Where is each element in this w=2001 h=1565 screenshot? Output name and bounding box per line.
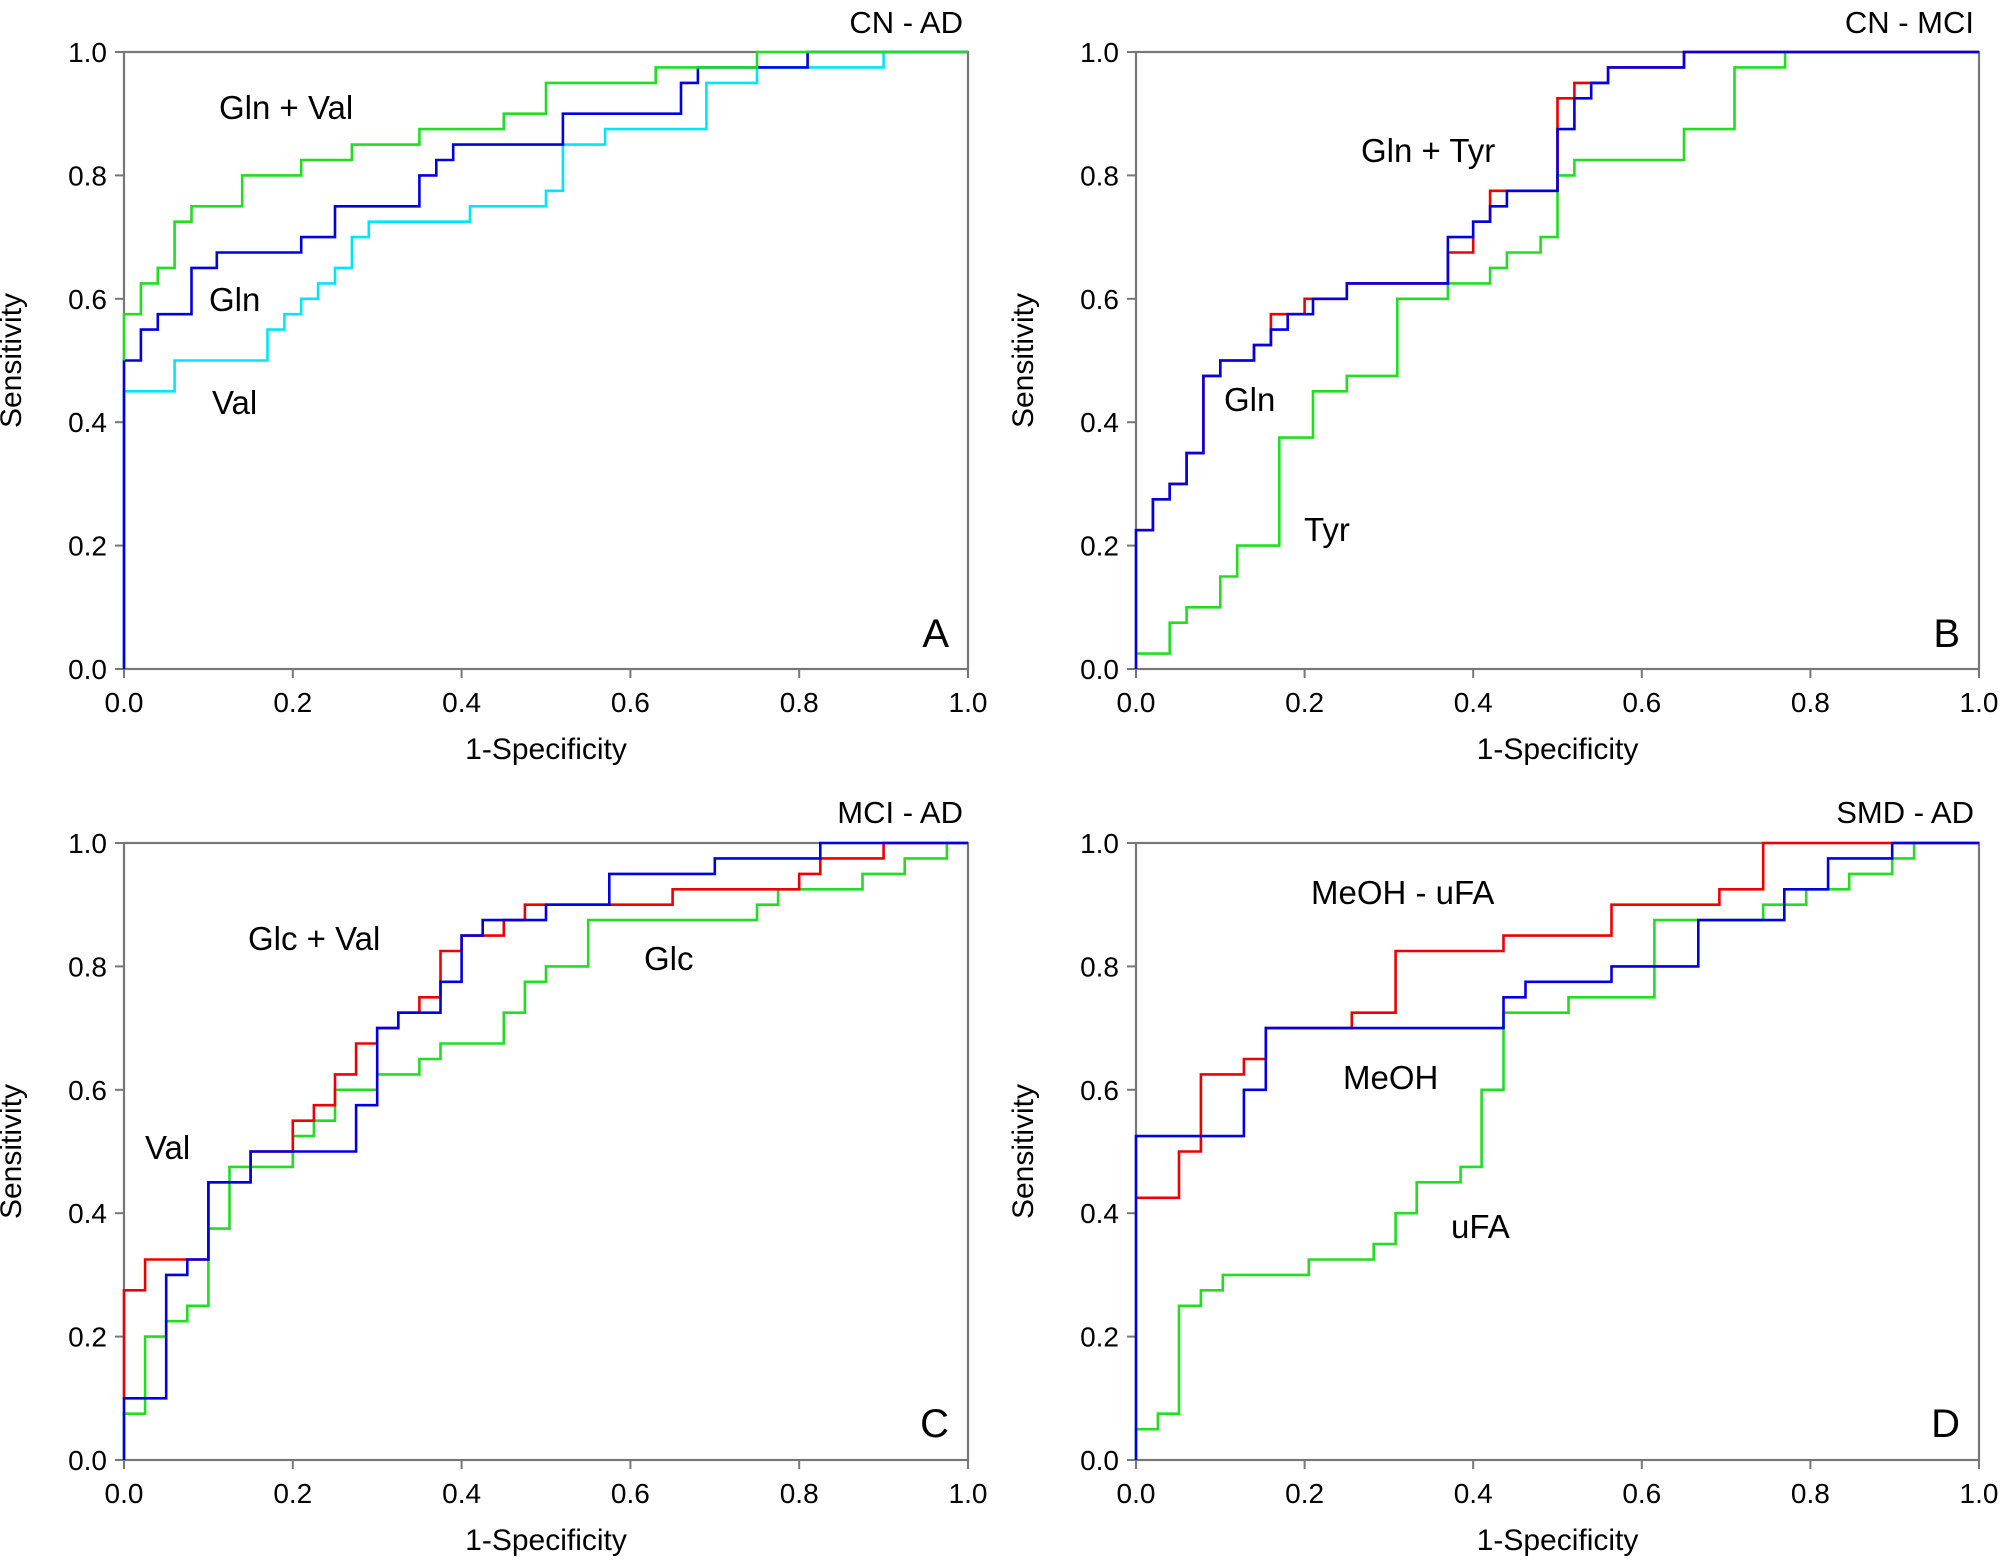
series-label: Gln [1224, 381, 1275, 418]
x-tick-label: 1.0 [1960, 687, 1999, 718]
panel-title: MCI - AD [837, 795, 963, 830]
plot-frame [1134, 50, 1981, 671]
roc-curve-gln [1134, 50, 1979, 669]
y-tick-label: 0.0 [1080, 654, 1119, 685]
roc-curve-meoh-ufa [1136, 841, 1979, 1200]
panel-title: CN - MCI [1845, 5, 1974, 40]
y-axis-label: Sensitivity [0, 1084, 28, 1219]
x-tick-label: 0.6 [611, 1478, 650, 1509]
x-tick-label: 1.0 [949, 1478, 988, 1509]
x-axis-label: 1-Specificity [465, 733, 627, 766]
x-tick-label: 0.2 [1285, 1478, 1324, 1509]
roc-curve-gln [122, 50, 968, 669]
y-tick-label: 0.4 [68, 1198, 107, 1229]
series-label: MeOH - uFA [1311, 874, 1494, 911]
y-axis-label: Sensitivity [1007, 1084, 1040, 1219]
y-tick-label: 0.6 [68, 1075, 107, 1106]
x-tick-label: 0.2 [1285, 687, 1324, 718]
x-tick-label: 0.2 [273, 1478, 312, 1509]
x-tick-label: 0.0 [1117, 1478, 1156, 1509]
y-tick-label: 0.8 [1080, 951, 1119, 982]
roc-curve-val [122, 50, 968, 669]
roc-curve-ufa [1134, 841, 1979, 1460]
x-tick-label: 0.6 [1622, 687, 1661, 718]
series-label: Gln + Tyr [1361, 132, 1495, 169]
roc-curve-val [122, 841, 968, 1460]
roc-curve-tyr [1136, 50, 1979, 655]
x-tick-label: 0.4 [1454, 687, 1493, 718]
series-label: Val [212, 384, 257, 421]
series-label: MeOH [1343, 1059, 1438, 1096]
series-label: Glc + Val [248, 920, 380, 957]
roc-panel-a: 0.0 0.2 0.4 0.6 0.8 1.0 0.0 0.2 0.4 0.6 0.8 1.0 1-Sp… [0, 5, 987, 766]
x-tick-label: 0.8 [780, 687, 819, 718]
y-tick-label: 0.8 [68, 160, 107, 191]
y-tick-label: 0.0 [68, 1445, 107, 1476]
roc-curve-gln-val [122, 50, 968, 361]
roc-panel-b: 0.0 0.2 0.4 0.6 0.8 1.0 0.0 0.2 0.4 0.6 0.8 1.0 1-Sp… [1007, 5, 1998, 766]
x-tick-label: 0.8 [1791, 1478, 1830, 1509]
x-tick-label: 0.8 [1791, 687, 1830, 718]
panel-letter: B [1933, 612, 1960, 656]
y-tick-label: 0.4 [1080, 407, 1119, 438]
x-tick-label: 0.2 [273, 687, 312, 718]
x-tick-label: 0.6 [611, 687, 650, 718]
x-tick-label: 0.0 [105, 1478, 144, 1509]
x-axis-label: 1-Specificity [465, 1524, 627, 1557]
y-tick-label: 0.2 [68, 1322, 107, 1353]
y-tick-label: 0.0 [68, 654, 107, 685]
panel-letter: C [920, 1402, 949, 1446]
series-label: uFA [1451, 1208, 1510, 1245]
y-tick-label: 0.6 [1080, 1075, 1119, 1106]
x-tick-label: 1.0 [1960, 1478, 1999, 1509]
y-tick-label: 0.2 [68, 531, 107, 562]
y-axis-label: Sensitivity [1007, 293, 1040, 428]
y-tick-label: 0.6 [1080, 284, 1119, 315]
y-tick-label: 1.0 [68, 37, 107, 68]
roc-curve-meoh [1134, 841, 1979, 1460]
x-tick-label: 0.6 [1622, 1478, 1661, 1509]
panel-letter: A [922, 612, 949, 656]
x-tick-label: 1.0 [949, 687, 988, 718]
y-axis-label: Sensitivity [0, 293, 28, 428]
x-axis-label: 1-Specificity [1477, 733, 1639, 766]
x-tick-label: 0.0 [105, 687, 144, 718]
y-tick-label: 0.8 [1080, 160, 1119, 191]
panel-letter: D [1931, 1402, 1960, 1446]
x-tick-label: 0.0 [1117, 687, 1156, 718]
panel-title: CN - AD [849, 5, 963, 40]
y-tick-label: 1.0 [1080, 37, 1119, 68]
series-label: Gln + Val [219, 89, 353, 126]
x-tick-label: 0.4 [1454, 1478, 1493, 1509]
y-tick-label: 0.6 [68, 284, 107, 315]
series-label: Gln [209, 281, 260, 318]
series-label: Val [145, 1129, 190, 1166]
y-tick-label: 0.4 [1080, 1198, 1119, 1229]
y-tick-label: 0.4 [68, 407, 107, 438]
y-tick-label: 0.2 [1080, 531, 1119, 562]
x-tick-label: 0.8 [780, 1478, 819, 1509]
x-axis-label: 1-Specificity [1477, 1524, 1639, 1557]
y-tick-label: 1.0 [68, 828, 107, 859]
y-tick-label: 0.0 [1080, 1445, 1119, 1476]
plot-frame [122, 841, 970, 1462]
roc-panel-d: 0.0 0.2 0.4 0.6 0.8 1.0 0.0 0.2 0.4 0.6 0.8 1.0 1-Sp… [1007, 795, 1998, 1557]
roc-panel-c: 0.0 0.2 0.4 0.6 0.8 1.0 0.0 0.2 0.4 0.6 0.8 1.0 1-Sp… [0, 795, 987, 1557]
roc-curve-gln-tyr [1136, 50, 1979, 532]
y-tick-label: 1.0 [1080, 828, 1119, 859]
x-tick-label: 0.4 [442, 1478, 481, 1509]
panel-title: SMD - AD [1836, 795, 1974, 830]
y-tick-label: 0.8 [68, 951, 107, 982]
x-tick-label: 0.4 [442, 687, 481, 718]
y-tick-label: 0.2 [1080, 1322, 1119, 1353]
series-label: Glc [644, 940, 694, 977]
series-label: Tyr [1304, 511, 1350, 548]
